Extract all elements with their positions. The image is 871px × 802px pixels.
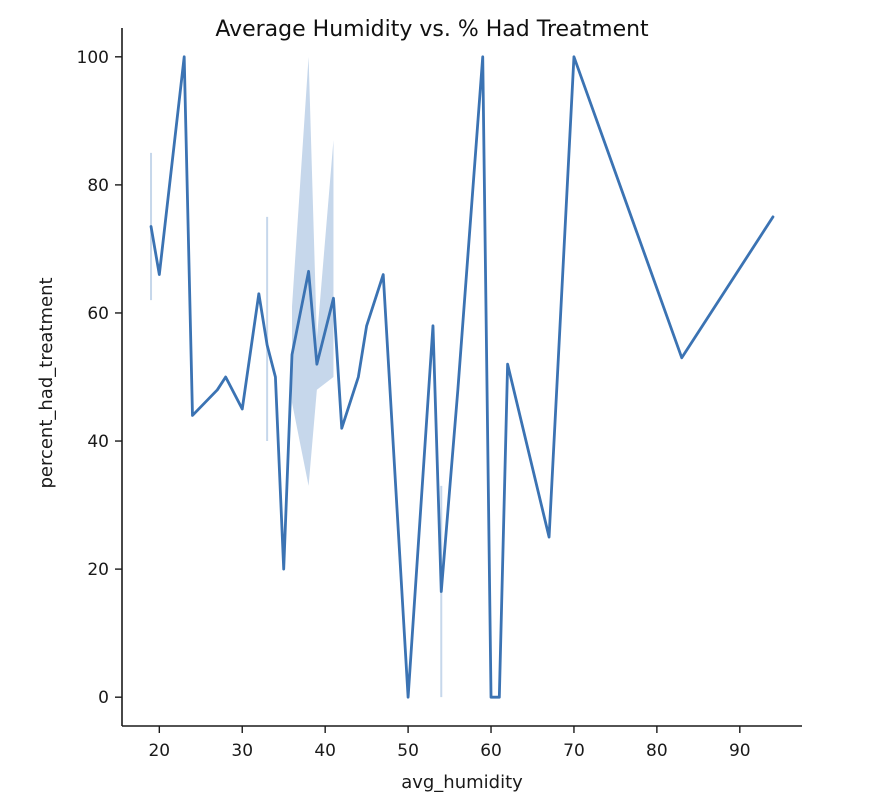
y-axis-ticks: 0 20 40 60 80 100 (77, 48, 122, 708)
y-tick-label: 80 (87, 176, 109, 196)
ci-band (292, 56, 334, 486)
x-axis-label: avg_humidity (401, 772, 523, 793)
x-tick-label: 30 (231, 741, 253, 761)
x-tick-label: 60 (480, 741, 502, 761)
confidence-bands (150, 56, 443, 698)
x-tick-label: 90 (729, 741, 751, 761)
y-tick-label: 100 (77, 48, 109, 68)
y-tick-label: 0 (98, 688, 109, 708)
chart-title: Average Humidity vs. % Had Treatment (215, 17, 649, 42)
y-tick-label: 60 (87, 304, 109, 324)
x-tick-label: 40 (314, 741, 336, 761)
x-tick-label: 20 (148, 741, 170, 761)
x-tick-label: 80 (646, 741, 668, 761)
x-tick-label: 50 (397, 741, 419, 761)
series-line (149, 55, 775, 699)
y-axis-label: percent_had_treatment (36, 277, 57, 488)
series-lines (149, 55, 775, 699)
y-tick-label: 40 (87, 432, 109, 452)
x-axis-ticks: 20 30 40 50 60 70 80 90 (148, 726, 751, 761)
y-tick-label: 20 (87, 560, 109, 580)
x-tick-label: 70 (563, 741, 585, 761)
